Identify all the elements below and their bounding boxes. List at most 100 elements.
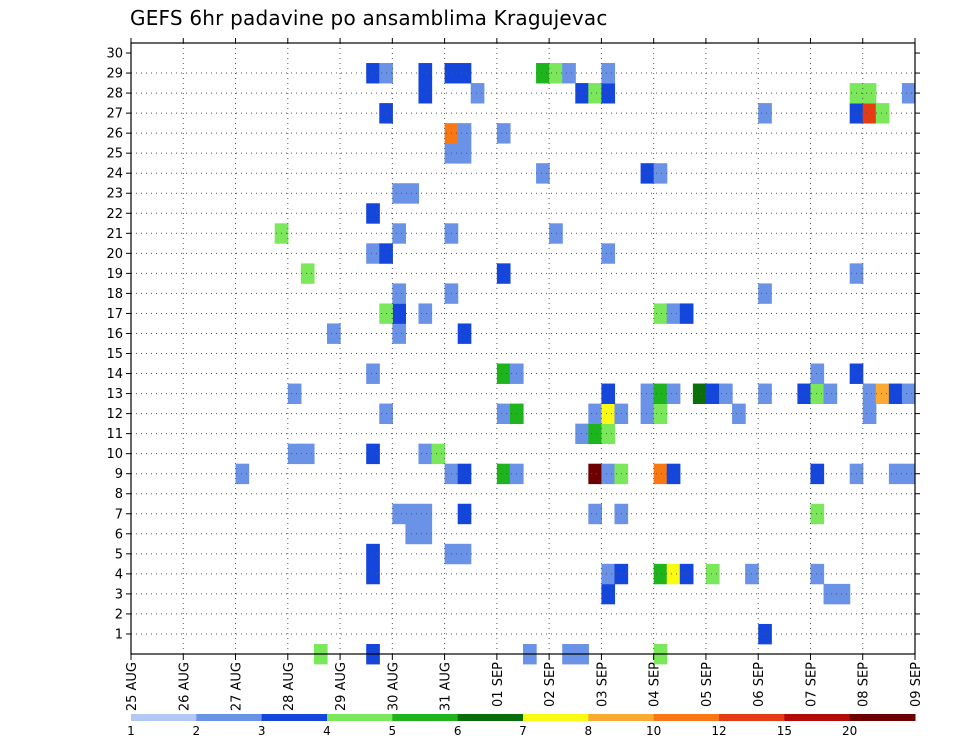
heatmap-cell xyxy=(287,443,302,465)
heatmap-cell xyxy=(496,263,511,284)
y-tick-label: 10 xyxy=(106,447,123,462)
heatmap-cell xyxy=(549,223,563,244)
heatmap-cell xyxy=(405,183,420,204)
heatmap-cell xyxy=(366,63,380,84)
heatmap-cell xyxy=(235,463,250,485)
heatmap-cell xyxy=(901,83,915,104)
heatmap-cell xyxy=(366,543,380,565)
heatmap-cell xyxy=(666,303,681,324)
heatmap-cell xyxy=(862,403,877,425)
heatmap-cell xyxy=(418,63,433,84)
x-date-label: 07 SEP xyxy=(804,662,819,707)
heatmap-cell xyxy=(601,243,616,264)
heatmap-cell xyxy=(666,563,681,585)
heatmap-cell xyxy=(562,63,576,84)
heatmap-cell xyxy=(496,403,511,425)
colorbar-segment xyxy=(327,714,393,721)
heatmap-cell xyxy=(705,383,720,404)
y-axis: 1234567891011121314151617181920212223242… xyxy=(106,47,920,642)
y-tick-label: 13 xyxy=(106,387,123,402)
colorbar-segment xyxy=(392,714,459,721)
colorbar-label: 4 xyxy=(323,724,331,738)
x-date-label: 30 AUG xyxy=(386,662,401,711)
y-tick-label: 16 xyxy=(106,327,123,342)
heatmap-cell xyxy=(366,443,380,465)
heatmap-cell xyxy=(457,323,472,344)
heatmap-cell xyxy=(588,503,602,525)
y-tick-label: 22 xyxy=(106,207,123,222)
heatmap-cell xyxy=(901,383,915,404)
x-date-label: 01 SEP xyxy=(491,662,506,707)
colorbar-label: 12 xyxy=(711,724,726,738)
heatmap-cell xyxy=(810,363,825,384)
heatmap-cell xyxy=(862,103,877,124)
y-tick-label: 21 xyxy=(106,227,123,242)
heatmap-cell xyxy=(366,203,380,224)
colorbar-segment xyxy=(457,714,524,721)
heatmap-cell xyxy=(457,503,472,525)
y-tick-label: 29 xyxy=(106,67,123,82)
heatmap-cell xyxy=(653,403,668,425)
heatmap-cell xyxy=(601,563,616,585)
heatmap-cell xyxy=(575,423,589,445)
y-tick-label: 2 xyxy=(115,607,123,622)
heatmap-cell xyxy=(588,463,602,485)
heatmap-cell xyxy=(758,283,772,304)
colorbar-label: 3 xyxy=(258,724,266,738)
colorbar-segment xyxy=(719,714,785,721)
y-tick-label: 18 xyxy=(106,287,123,302)
x-date-label: 06 SEP xyxy=(752,662,767,707)
y-tick-label: 8 xyxy=(115,487,123,502)
colorbar-segment xyxy=(261,714,328,721)
heatmap-cell xyxy=(300,263,315,284)
y-tick-label: 30 xyxy=(106,47,123,62)
colorbar-label: 15 xyxy=(777,724,792,738)
heatmap-cell xyxy=(797,383,812,404)
colorbar-label: 6 xyxy=(454,724,462,738)
heatmap-cell xyxy=(601,383,616,404)
heatmap-cell xyxy=(392,283,406,304)
heatmap-cell xyxy=(888,463,903,485)
y-tick-label: 25 xyxy=(106,147,123,162)
heatmap-cell xyxy=(457,463,472,485)
heatmap-cell xyxy=(496,463,511,485)
heatmap-cell xyxy=(366,563,380,585)
grid-lines xyxy=(131,43,915,654)
y-tick-label: 17 xyxy=(106,307,123,322)
colorbar-label: 5 xyxy=(389,724,397,738)
heatmap-cell xyxy=(287,383,302,404)
colorbar-segment xyxy=(196,714,263,721)
colorbar-label: 8 xyxy=(585,724,593,738)
heatmap-cell xyxy=(640,163,655,184)
colorbar-label: 7 xyxy=(519,724,527,738)
heatmap-cell xyxy=(418,523,433,545)
x-date-label: 04 SEP xyxy=(648,662,663,707)
heatmap-cell xyxy=(392,503,406,525)
heatmap-cell xyxy=(601,403,616,425)
y-tick-label: 11 xyxy=(106,427,123,442)
y-tick-label: 14 xyxy=(106,367,123,382)
heatmap-cell xyxy=(536,63,550,84)
x-date-label: 05 SEP xyxy=(700,662,715,707)
heatmap-cell xyxy=(901,463,915,485)
x-date-label: 26 AUG xyxy=(177,662,192,711)
heatmap-cell xyxy=(810,463,825,485)
heatmap-cell xyxy=(705,563,720,585)
heatmap-cell xyxy=(823,383,838,404)
y-tick-label: 12 xyxy=(106,407,123,422)
heatmap-cell xyxy=(653,563,668,585)
heatmap-cell xyxy=(758,383,772,404)
y-tick-label: 3 xyxy=(115,587,123,602)
heatmap-cell xyxy=(888,383,903,404)
colorbar-segment xyxy=(131,714,197,721)
heatmap-cell xyxy=(392,183,406,204)
x-date-label: 03 SEP xyxy=(595,662,610,707)
heatmap-cell xyxy=(653,383,668,404)
heatmap-cell xyxy=(536,163,550,184)
heatmap-cell xyxy=(418,83,433,104)
colorbar-label: 2 xyxy=(193,724,201,738)
heatmap-cell xyxy=(392,303,406,324)
heatmap-cell xyxy=(457,143,472,164)
colorbar-segment xyxy=(588,714,655,721)
heatmap-cell xyxy=(457,543,472,565)
